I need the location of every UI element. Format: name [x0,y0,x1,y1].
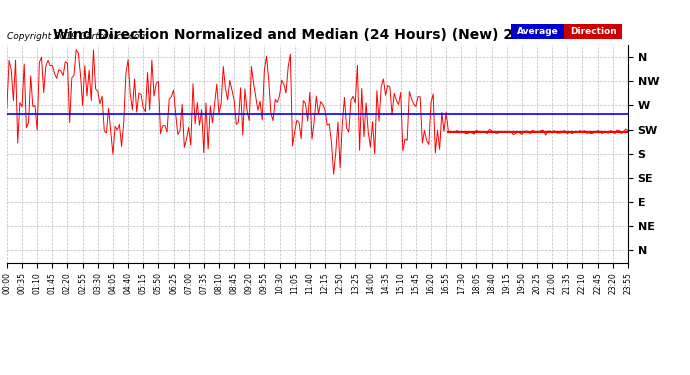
Text: Direction: Direction [570,27,616,36]
Title: Wind Direction Normalized and Median (24 Hours) (New) 20191014: Wind Direction Normalized and Median (24… [53,28,582,42]
Text: Average: Average [517,27,558,36]
Text: Copyright 2019 Cartronics.com: Copyright 2019 Cartronics.com [7,32,148,41]
